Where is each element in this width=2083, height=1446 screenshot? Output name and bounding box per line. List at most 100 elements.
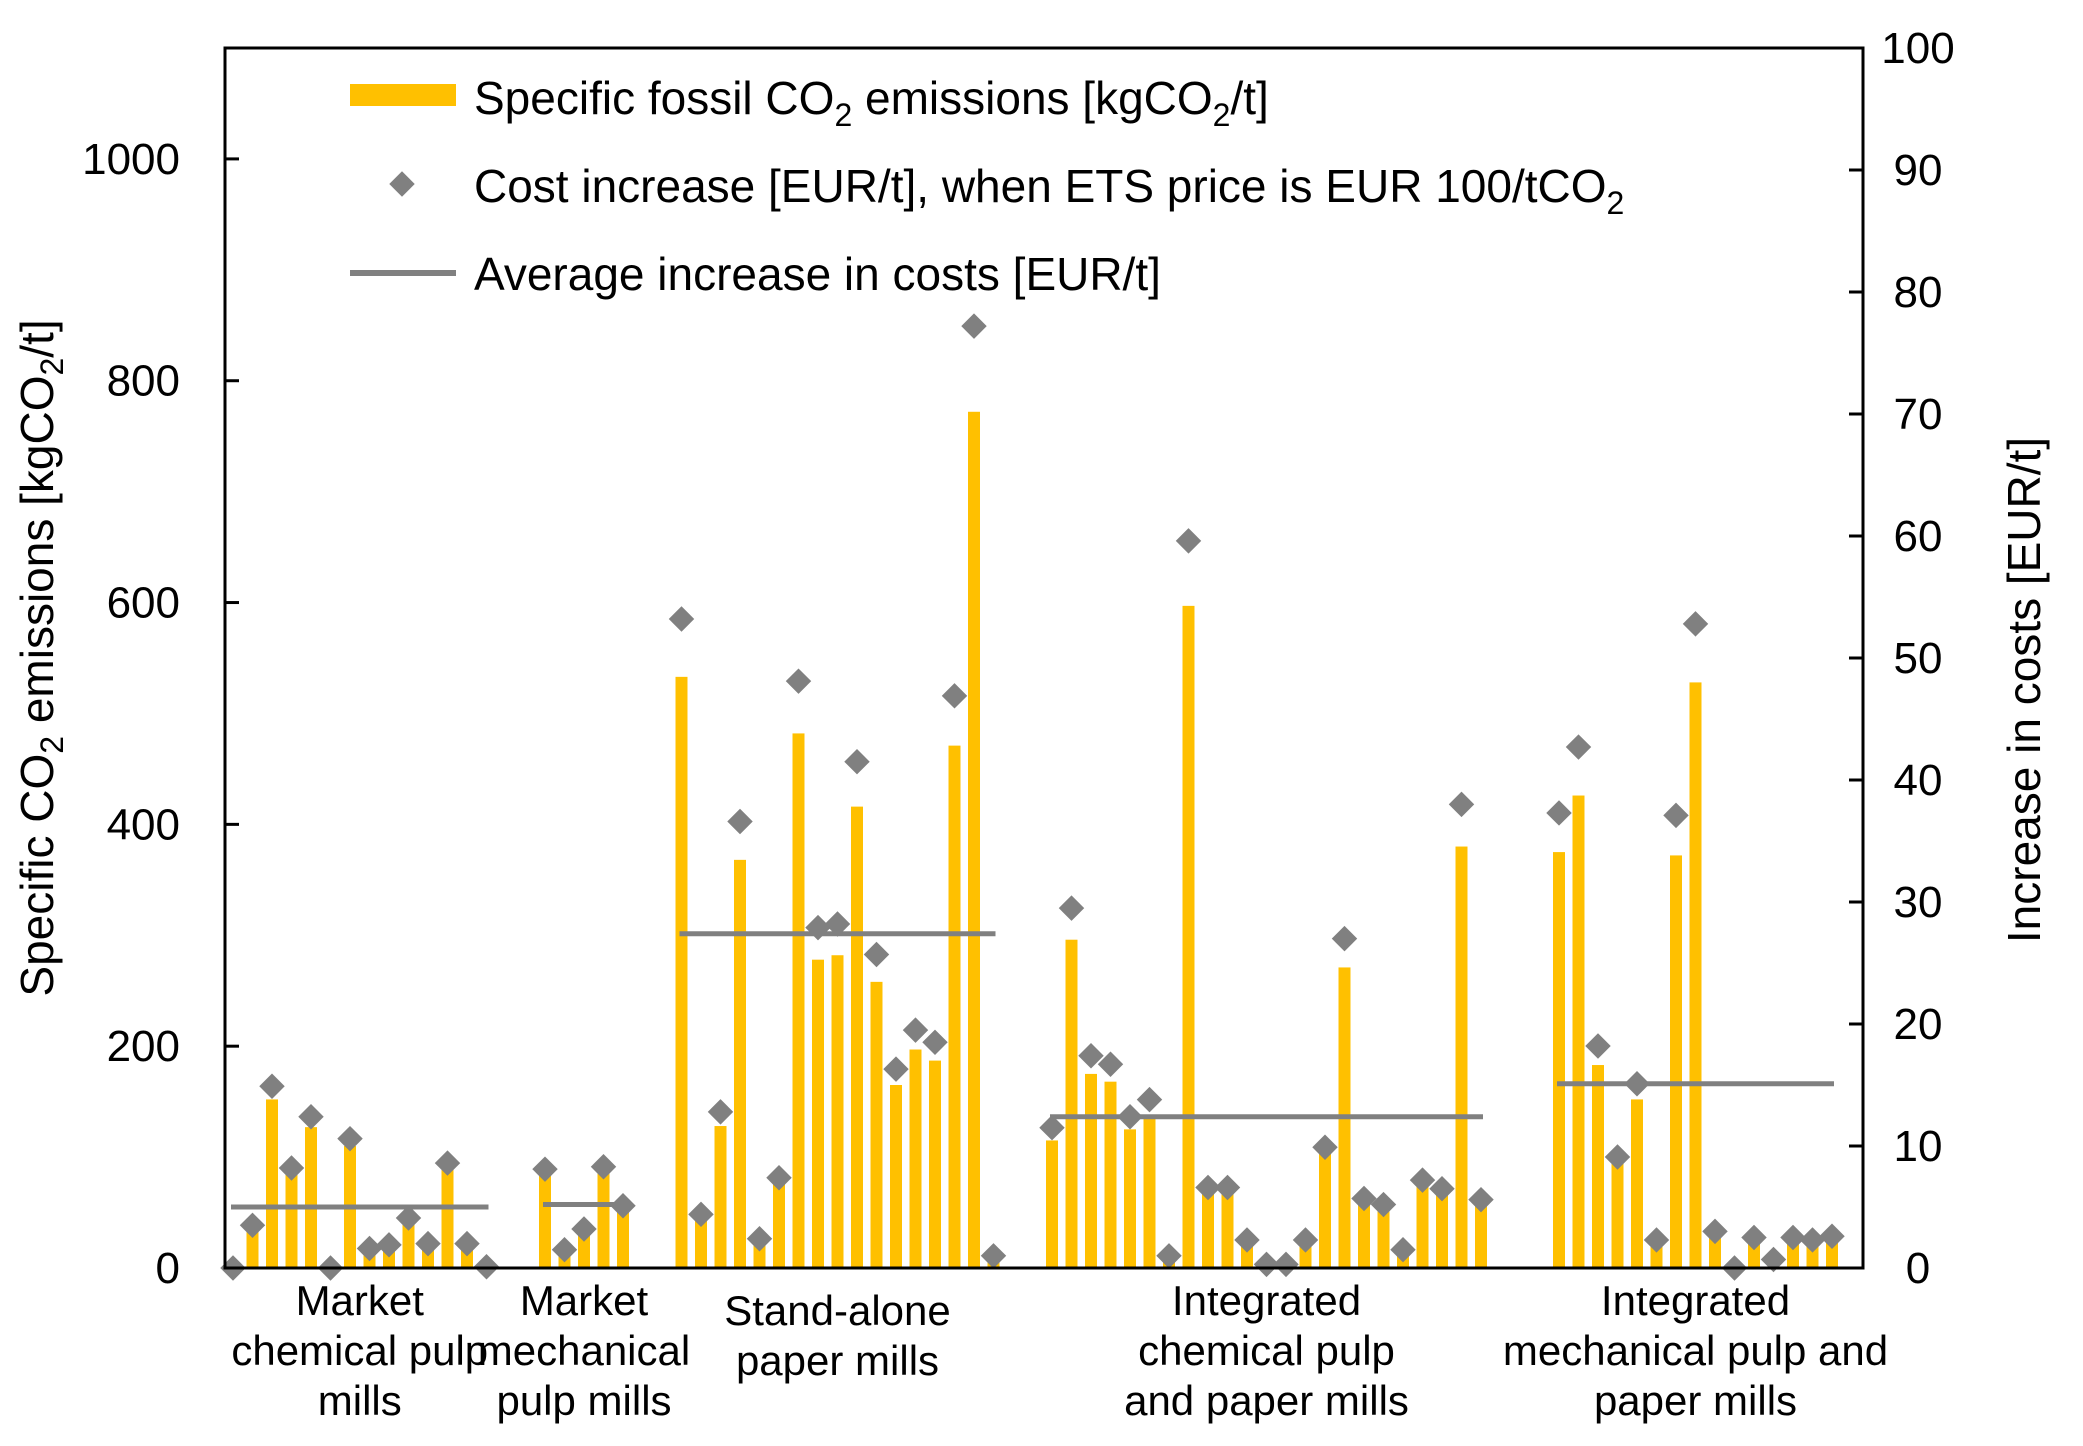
bar: [1085, 1073, 1097, 1268]
group-label: Integrated mechanical pulp and paper mills: [1503, 1277, 1888, 1424]
left-tick-label: 1000: [82, 135, 180, 184]
cost-marker: [863, 941, 890, 968]
cost-marker: [1292, 1227, 1319, 1253]
cost-marker: [551, 1236, 578, 1263]
bar: [948, 745, 961, 1268]
bar: [929, 1060, 941, 1268]
cost-marker: [746, 1225, 773, 1252]
cost-marker: [1390, 1236, 1416, 1263]
bar: [1592, 1065, 1604, 1268]
bar: [1202, 1187, 1214, 1268]
cost-marker: [571, 1216, 597, 1242]
cost-marker: [707, 1099, 734, 1125]
cost-marker: [1604, 1144, 1631, 1170]
cost-marker: [532, 1156, 558, 1182]
bar: [695, 1215, 707, 1268]
bar: [1124, 1129, 1136, 1268]
bar: [1572, 795, 1585, 1268]
legend-bar-swatch: [350, 84, 456, 106]
group-label: Integrated chemical pulp and paper mills: [1124, 1277, 1409, 1424]
left-tick-label: 600: [107, 579, 180, 628]
bar: [402, 1221, 415, 1268]
bar: [1689, 682, 1702, 1268]
bar: [792, 733, 805, 1268]
cost-marker: [785, 668, 812, 694]
right-tick-label: 50: [1894, 634, 1943, 683]
bar: [578, 1231, 590, 1268]
bar: [909, 1049, 922, 1268]
cost-marker: [1448, 791, 1475, 818]
right-tick-label: 90: [1894, 146, 1943, 195]
legend-marker-label: Cost increase [EUR/t], when ETS price is…: [474, 160, 1624, 221]
cost-marker: [1370, 1191, 1397, 1218]
cost-marker: [1643, 1227, 1670, 1253]
cost-marker: [922, 1029, 948, 1056]
bar: [1670, 855, 1682, 1268]
group-label: Stand-alone paper mills: [724, 1287, 951, 1384]
cost-marker: [298, 1103, 324, 1130]
bar: [617, 1207, 629, 1268]
bar: [675, 676, 688, 1268]
cost-marker: [1682, 611, 1709, 637]
cost-marker: [1780, 1224, 1806, 1251]
cost-marker: [902, 1017, 929, 1043]
bar: [597, 1165, 610, 1268]
cost-marker: [337, 1125, 363, 1152]
cost-marker: [980, 1243, 1007, 1269]
cost-marker: [1741, 1224, 1767, 1251]
plot-content: [220, 313, 1845, 1281]
cost-marker: [1331, 925, 1358, 952]
bar: [1436, 1188, 1448, 1268]
right-tick-label: 30: [1894, 878, 1943, 927]
plot-frame: [223, 46, 1865, 1270]
right-tick-label: 40: [1894, 756, 1943, 805]
bar: [1416, 1180, 1429, 1268]
cost-marker: [1624, 1071, 1650, 1097]
cost-marker: [1214, 1174, 1241, 1201]
cost-marker: [259, 1073, 285, 1099]
cost-marker: [1585, 1033, 1611, 1059]
bar: [870, 981, 883, 1268]
legend-marker-swatch: [389, 171, 415, 197]
cost-marker: [1234, 1227, 1260, 1253]
bar: [1046, 1140, 1058, 1268]
bar: [968, 411, 980, 1268]
right-tick-label: 10: [1894, 1122, 1943, 1171]
right-tick-label: 0: [1906, 1244, 1930, 1293]
right-axis-ticks: 0 10 20 30 40 50 60 70 80 90 100: [1849, 24, 1955, 1293]
cost-marker: [1175, 528, 1202, 554]
bar: [1553, 852, 1565, 1268]
bar: [1104, 1081, 1117, 1268]
bar: [851, 806, 863, 1268]
cost-marker: [727, 808, 753, 835]
cost-marker: [824, 911, 851, 937]
bar: [831, 955, 844, 1268]
bar: [1358, 1199, 1370, 1268]
left-axis-ticks: 0 200 400 600 800 1000: [82, 135, 239, 1293]
right-tick-label: 60: [1894, 512, 1943, 561]
bar: [734, 859, 746, 1268]
left-tick-label: 800: [107, 357, 180, 406]
left-tick-label: 200: [107, 1022, 180, 1071]
cost-marker: [766, 1164, 792, 1191]
cost-marker: [688, 1201, 714, 1228]
bar: [246, 1225, 259, 1268]
bar: [285, 1168, 298, 1268]
cost-marker: [941, 683, 968, 709]
cost-marker: [1819, 1223, 1845, 1250]
legend: Specific fossil CO2 emissions [kgCO2/t] …: [350, 72, 1624, 300]
cost-marker: [415, 1230, 441, 1257]
bar: [1143, 1114, 1156, 1268]
right-tick-label: 80: [1894, 268, 1943, 317]
left-tick-label: 0: [156, 1244, 180, 1293]
cost-marker: [278, 1155, 305, 1181]
cost-marker: [1546, 800, 1572, 826]
cost-marker: [805, 914, 831, 941]
cost-marker: [1117, 1103, 1143, 1130]
left-axis-title: Specific CO2 emissions [kgCO2/t]: [11, 319, 70, 996]
cost-marker: [844, 748, 870, 775]
cost-marker: [1799, 1227, 1826, 1253]
bar: [305, 1127, 317, 1268]
cost-marker: [376, 1232, 402, 1258]
